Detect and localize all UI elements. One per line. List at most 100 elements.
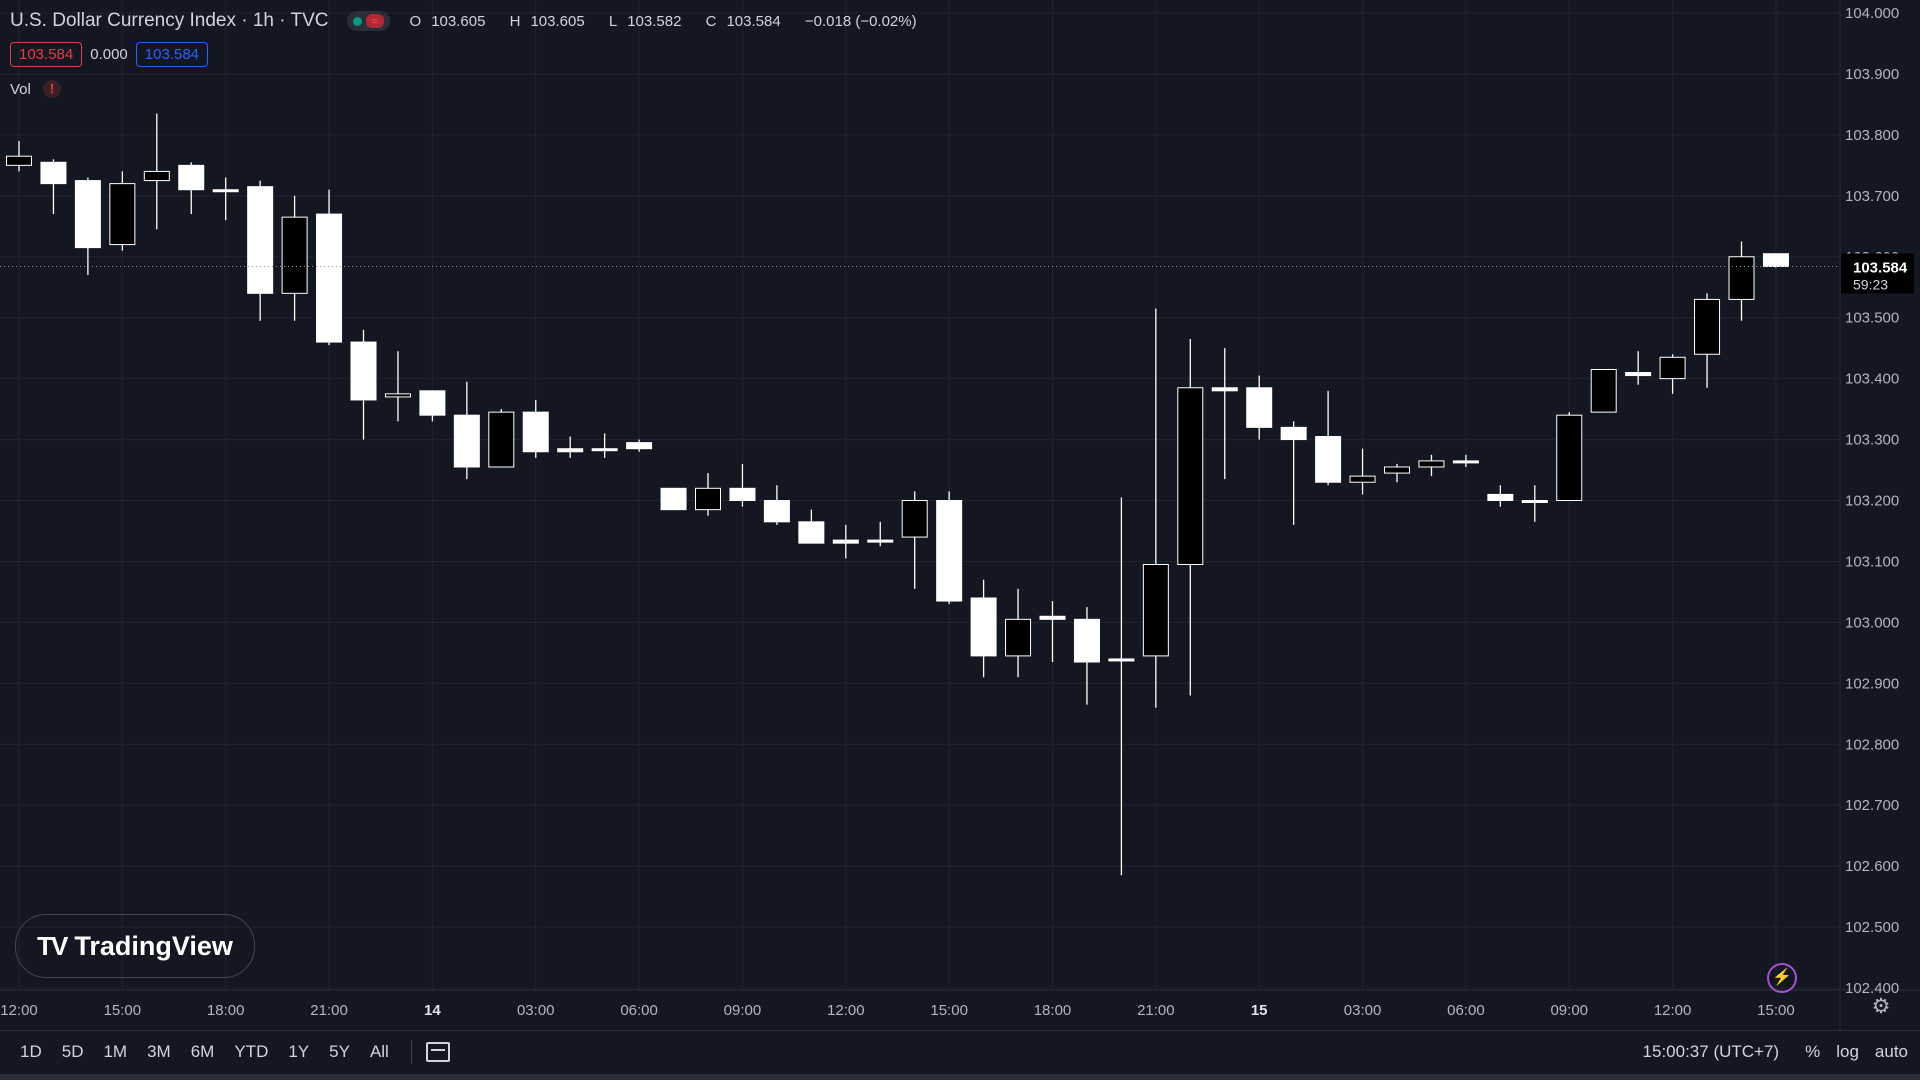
candle <box>488 409 515 468</box>
candle-body <box>970 597 997 657</box>
candle-body <box>729 487 756 501</box>
range-button-all[interactable]: All <box>369 1042 389 1061</box>
y-tick-label: 102.900 <box>1845 675 1899 692</box>
y-tick-label: 102.700 <box>1845 797 1899 814</box>
y-tick-label: 102.600 <box>1845 858 1899 875</box>
candle-body <box>1005 618 1032 657</box>
bottom-toolbar: 1D 5D 1M 3M 6M YTD 1Y 5Y All 15:00:37 (UTC+7) % … <box>0 1030 1920 1073</box>
candle-body <box>281 216 308 294</box>
countdown-label: 59:23 <box>1853 277 1888 293</box>
range-button-1d[interactable]: 1D <box>20 1042 42 1061</box>
clock[interactable]: 15:00:37 (UTC+7) <box>1642 1042 1780 1061</box>
x-tick-label: 09:00 <box>1550 1002 1588 1019</box>
candle-body <box>109 183 136 246</box>
candle-body <box>1590 368 1617 413</box>
warning-icon[interactable]: ! <box>42 80 61 98</box>
candle-body <box>1073 618 1100 663</box>
x-tick-label: 18:00 <box>1034 1002 1072 1019</box>
range-button-3m[interactable]: 3M <box>147 1042 171 1061</box>
candle-body <box>316 213 343 343</box>
volume-label: Vol <box>10 80 31 98</box>
right-tools: 15:00:37 (UTC+7) % log auto <box>1643 1031 1908 1073</box>
y-tick-label: 103.000 <box>1845 614 1899 631</box>
tradingview-mark-icon: TV <box>37 930 68 961</box>
candle-body <box>798 521 825 544</box>
candle-body <box>419 390 446 416</box>
candle <box>936 491 963 605</box>
time-axis[interactable]: 12:00 15:00 18:00 21:00 14 03:00 06:00 09:00 12:… <box>0 1002 1794 1019</box>
y-tick-label: 104.000 <box>1845 5 1899 22</box>
x-tick-label: 21:00 <box>310 1002 348 1019</box>
candle-body <box>1142 563 1169 657</box>
percent-toggle[interactable]: % <box>1805 1042 1821 1061</box>
volume-legend[interactable]: Vol ! <box>10 80 61 98</box>
candle <box>1349 448 1376 495</box>
market-open-icon <box>352 16 362 26</box>
candle <box>1556 412 1583 501</box>
candle <box>384 351 411 422</box>
candle-body <box>143 170 170 182</box>
buy-price-button[interactable]: 103.584 <box>135 42 209 67</box>
candle <box>695 473 721 516</box>
candle <box>74 177 101 276</box>
x-tick-label: 18:00 <box>207 1002 245 1019</box>
price-axis[interactable]: 104.000103.900103.800103.700103.600103.5… <box>1845 5 1899 997</box>
range-button-1y[interactable]: 1Y <box>288 1042 310 1061</box>
log-toggle[interactable]: log <box>1836 1042 1859 1061</box>
candle-body <box>1280 426 1307 441</box>
candle-body <box>557 448 584 453</box>
range-buttons: 1D 5D 1M 3M 6M YTD 1Y 5Y All <box>0 1037 399 1067</box>
candle <box>1315 390 1342 486</box>
auto-toggle[interactable]: auto <box>1874 1042 1908 1061</box>
candle-body <box>626 442 653 450</box>
candle <box>247 180 274 321</box>
candle-body <box>40 161 67 185</box>
range-button-ytd[interactable]: YTD <box>234 1042 269 1061</box>
x-tick-label: 15:00 <box>104 1002 142 1019</box>
market-status[interactable]: ≈ <box>346 11 390 31</box>
candle-body <box>178 164 205 191</box>
candle <box>143 113 170 230</box>
range-button-5y[interactable]: 5Y <box>329 1042 350 1061</box>
gear-icon[interactable]: ⚙ <box>1871 995 1891 1018</box>
sell-price-button[interactable]: 103.584 <box>10 42 83 67</box>
candle <box>1177 339 1204 696</box>
range-button-5d[interactable]: 5D <box>61 1042 84 1061</box>
change-value: −0.018 (−0.02%) <box>804 12 917 30</box>
candle <box>660 487 687 511</box>
candle-body <box>350 341 377 401</box>
x-tick-label: 15:00 <box>1757 1002 1795 1019</box>
tradingview-logo[interactable]: TV TradingView <box>15 914 255 978</box>
high-value: 103.605 <box>530 12 585 30</box>
candle-body <box>1694 298 1721 355</box>
candle-body <box>867 539 894 543</box>
candle <box>626 439 653 452</box>
price-chart[interactable]: 104.000103.900103.800103.700103.600103.5… <box>0 0 1920 1030</box>
candle <box>798 509 825 544</box>
candle <box>901 491 928 589</box>
candle-body <box>1039 615 1066 620</box>
candle <box>1211 348 1238 480</box>
range-button-6m[interactable]: 6M <box>190 1042 215 1061</box>
candle <box>1625 351 1652 385</box>
x-tick-label: 12:00 <box>0 1002 38 1019</box>
candle <box>522 399 549 458</box>
candle <box>281 195 308 321</box>
open-value: 103.605 <box>431 12 486 30</box>
candle-body <box>1418 460 1445 468</box>
spread-value: 0.000 <box>90 46 128 63</box>
toolbar-divider <box>410 1040 412 1064</box>
x-tick-label: 03:00 <box>517 1002 555 1019</box>
calendar-icon[interactable] <box>425 1042 450 1062</box>
lightning-icon[interactable]: ⚡ <box>1767 963 1797 993</box>
range-button-1m[interactable]: 1M <box>103 1042 128 1061</box>
symbol-title[interactable]: U.S. Dollar Currency Index · 1h · TVC <box>10 10 329 31</box>
open-label: O <box>409 12 422 30</box>
candle <box>1521 485 1548 522</box>
candle <box>1418 454 1445 477</box>
y-tick-label: 103.300 <box>1845 432 1899 449</box>
y-tick-label: 103.200 <box>1845 493 1899 510</box>
footer-strip <box>0 1074 1920 1080</box>
candle <box>1590 368 1617 413</box>
